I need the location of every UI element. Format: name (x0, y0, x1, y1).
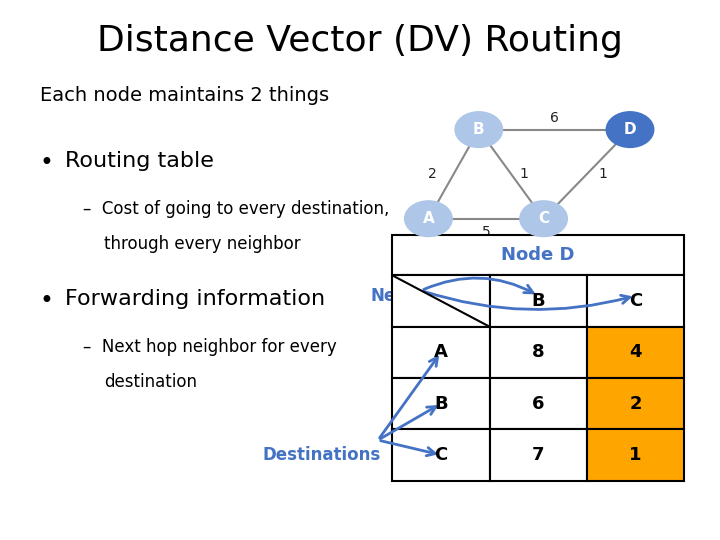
Text: 6: 6 (550, 111, 559, 125)
Circle shape (606, 112, 654, 147)
Text: 1: 1 (629, 446, 642, 464)
Text: A: A (434, 343, 448, 361)
Text: D: D (624, 122, 636, 137)
Bar (490, 429, 587, 481)
Text: 5: 5 (482, 225, 490, 239)
Text: 4: 4 (629, 343, 642, 361)
Bar (587, 327, 684, 378)
Text: –  Next hop neighbor for every: – Next hop neighbor for every (83, 338, 336, 355)
Text: C: C (434, 446, 448, 464)
Text: B: B (531, 292, 545, 310)
Text: destination: destination (104, 373, 197, 390)
Text: 2: 2 (428, 167, 436, 181)
Text: through every neighbor: through every neighbor (104, 235, 301, 253)
Text: Destinations: Destinations (263, 446, 381, 463)
Text: Neighbors: Neighbors (371, 287, 467, 305)
Bar (587, 378, 684, 429)
Text: C: C (629, 292, 642, 310)
Text: 1: 1 (520, 167, 528, 181)
Text: –  Cost of going to every destination,: – Cost of going to every destination, (83, 200, 390, 218)
Circle shape (455, 112, 503, 147)
Text: Distance Vector (DV) Routing: Distance Vector (DV) Routing (97, 24, 623, 58)
Text: •: • (40, 151, 53, 175)
Bar (392, 275, 490, 327)
Bar (392, 429, 490, 481)
Text: C: C (538, 211, 549, 226)
Bar (490, 327, 587, 378)
Bar (587, 275, 684, 327)
Text: A: A (423, 211, 434, 226)
Bar (587, 429, 684, 481)
Text: 1: 1 (598, 167, 607, 181)
Text: B: B (473, 122, 485, 137)
Text: Each node maintains 2 things: Each node maintains 2 things (40, 86, 329, 105)
Bar (490, 378, 587, 429)
Text: Node D: Node D (501, 246, 575, 264)
Text: 8: 8 (532, 343, 544, 361)
Text: 7: 7 (532, 446, 544, 464)
Bar (392, 235, 684, 275)
Bar (392, 378, 490, 429)
Circle shape (520, 201, 567, 237)
Text: Forwarding information: Forwarding information (65, 289, 325, 309)
Circle shape (405, 201, 452, 237)
Text: 2: 2 (629, 395, 642, 413)
Text: 6: 6 (532, 395, 544, 413)
Bar (490, 275, 587, 327)
Bar (392, 327, 490, 378)
Text: Routing table: Routing table (65, 151, 214, 171)
Text: B: B (434, 395, 448, 413)
Text: •: • (40, 289, 53, 313)
